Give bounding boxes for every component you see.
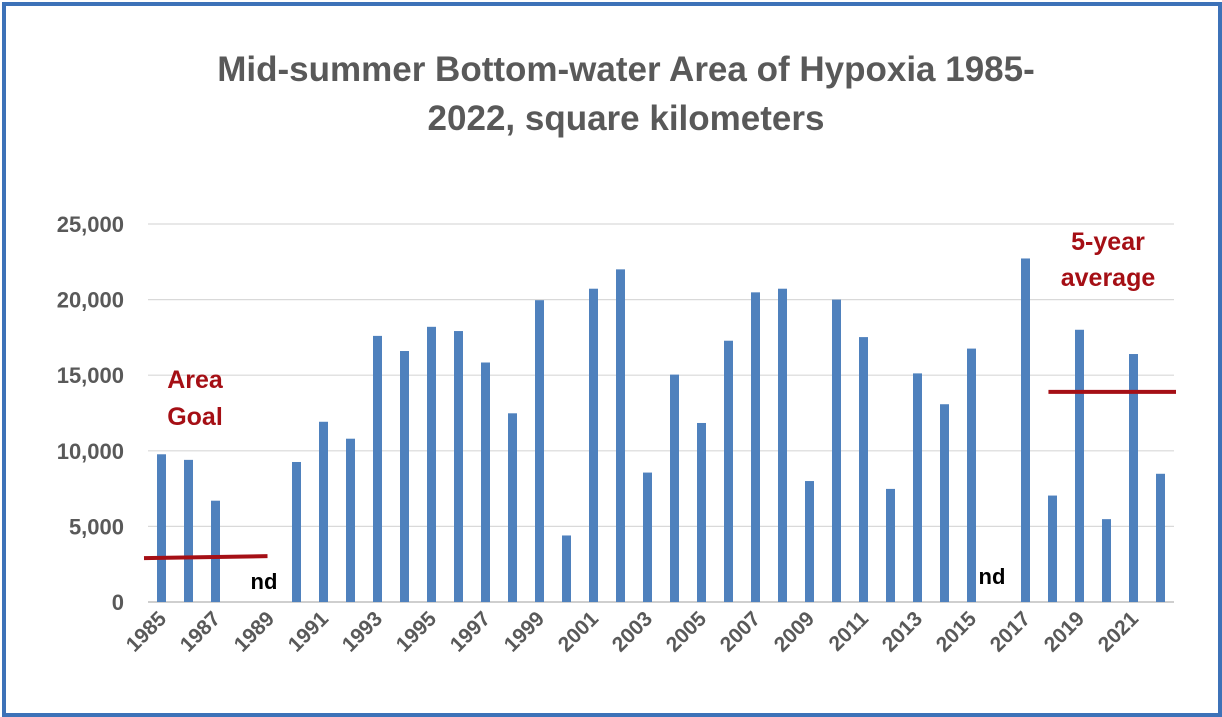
x-tick-label: 1989 — [230, 607, 279, 656]
bar-1993 — [373, 335, 382, 602]
x-tick-label: 2011 — [825, 607, 874, 656]
bar-1994 — [400, 351, 409, 602]
area-goal-label-line-1: Area — [167, 366, 224, 394]
bar-2017 — [1021, 258, 1030, 602]
five-year-average-label-line-1: 5-year — [1071, 228, 1145, 256]
bar-2020 — [1102, 519, 1111, 602]
no-data-label-1989: nd — [251, 569, 278, 594]
area-goal-label-line-2: Goal — [167, 403, 223, 431]
chart-title-line-2: 2022, square kilometers — [428, 99, 825, 138]
bar-2012 — [886, 488, 895, 602]
bar-2004 — [670, 374, 679, 602]
bar-1999 — [535, 300, 544, 602]
bar-1991 — [319, 421, 328, 602]
x-tick-label: 1991 — [284, 607, 334, 657]
bar-2011 — [859, 337, 868, 602]
x-tick-label: 1995 — [392, 607, 442, 657]
x-tick-label: 1987 — [176, 607, 225, 656]
bar-2001 — [589, 288, 598, 602]
bar-1992 — [346, 438, 355, 602]
bar-2000 — [562, 535, 571, 602]
bars — [157, 258, 1165, 602]
x-tick-label: 1997 — [446, 607, 495, 656]
bar-2006 — [724, 340, 733, 602]
x-tick-label: 2003 — [608, 607, 657, 656]
x-tick-label: 1985 — [122, 607, 172, 657]
bar-2018 — [1048, 495, 1057, 602]
bar-2010 — [832, 299, 841, 602]
y-tick-label: 15,000 — [57, 363, 124, 388]
bar-1985 — [157, 454, 166, 602]
x-tick-label: 2001 — [554, 607, 604, 657]
bar-2021 — [1129, 354, 1138, 602]
bar-2015 — [967, 348, 976, 602]
y-tick-label: 0 — [112, 590, 124, 615]
bar-2013 — [913, 373, 922, 602]
bar-1987 — [211, 500, 220, 602]
x-tick-label: 2013 — [878, 607, 927, 656]
bar-2022 — [1156, 473, 1165, 602]
y-axis-ticks: 0 5,000 10,000 15,000 20,000 25,000 — [57, 212, 124, 615]
bar-1998 — [508, 413, 517, 602]
bar-2005 — [697, 422, 706, 602]
bar-2014 — [940, 404, 949, 602]
x-tick-label: 2009 — [770, 607, 819, 656]
x-axis-ticks: 1985 1987 1989 1991 1993 1995 1997 1999 2001 2003… — [122, 607, 1144, 657]
y-tick-label: 25,000 — [57, 212, 124, 237]
annotations: Area Goal 5-year average nd nd — [143, 228, 1176, 594]
x-tick-label: 2019 — [1040, 607, 1089, 656]
bar-1995 — [427, 326, 436, 602]
gridlines — [148, 223, 1174, 603]
y-tick-label: 20,000 — [57, 288, 124, 313]
bar-2003 — [643, 472, 652, 602]
x-tick-label: 2007 — [716, 607, 765, 656]
bar-1990 — [292, 461, 301, 602]
bar-1996 — [454, 331, 463, 602]
chart-title-line-1: Mid-summer Bottom-water Area of Hypoxia … — [217, 50, 1035, 89]
x-tick-label: 1993 — [338, 607, 387, 656]
bar-2009 — [805, 481, 814, 602]
y-tick-label: 5,000 — [69, 514, 124, 539]
x-tick-label: 2015 — [932, 607, 982, 657]
x-tick-label: 2021 — [1094, 607, 1144, 657]
five-year-average-label-line-2: average — [1061, 264, 1156, 292]
hypoxia-bar-chart: Mid-summer Bottom-water Area of Hypoxia … — [57, 50, 1176, 657]
x-tick-label: 2005 — [662, 607, 712, 657]
area-goal-line — [143, 554, 268, 561]
x-tick-label: 1999 — [500, 607, 549, 656]
bar-2008 — [778, 288, 787, 602]
bar-2019 — [1075, 329, 1084, 602]
bar-1997 — [481, 362, 490, 602]
y-tick-label: 10,000 — [57, 439, 124, 464]
bar-1986 — [184, 459, 193, 602]
bar-2007 — [751, 292, 760, 602]
no-data-label-2016: nd — [979, 564, 1006, 589]
x-tick-label: 2017 — [986, 607, 1035, 656]
bar-2002 — [616, 269, 625, 602]
